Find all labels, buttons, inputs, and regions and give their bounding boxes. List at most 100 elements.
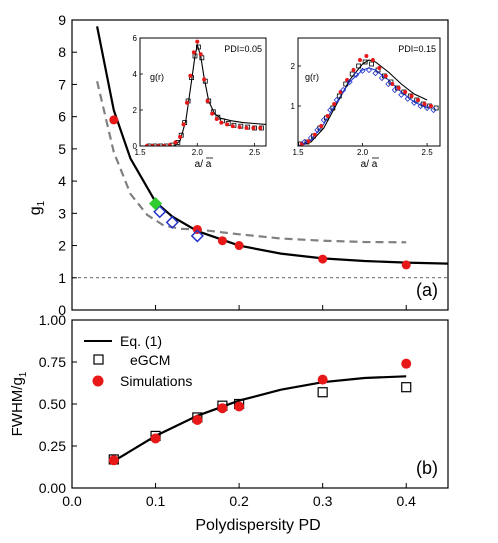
panel-a-ylabel: g1: [27, 200, 47, 215]
legend-label-eq1: Eq. (1): [120, 333, 162, 349]
inset-circle-point: [319, 124, 324, 128]
panel-a-ytick-label: 5: [58, 141, 66, 157]
inset-diamond-point: [307, 134, 314, 142]
inset-circle-point: [370, 58, 375, 62]
inset-circle-point: [428, 104, 433, 108]
inset-square-point: [343, 81, 349, 87]
inset-circle-point: [390, 82, 395, 86]
inset-circle-point: [396, 86, 401, 90]
panel-b-ylabel: FWHM/g1: [9, 371, 29, 436]
panel-b-xlabel: Polydispersity PD: [195, 517, 320, 534]
inset-diamond-point: [424, 104, 431, 112]
inset-square-point: [196, 44, 201, 50]
panel-b-ytick-label: 0.25: [39, 438, 66, 454]
inset-xtick-label: 2.5: [422, 148, 434, 157]
inset-diamond-point: [314, 126, 321, 134]
inset-diamond-point: [365, 66, 373, 74]
inset-curve: [140, 43, 266, 146]
panel-b-sim-point: [217, 403, 228, 414]
inset-diamond-point: [385, 80, 392, 88]
inset-circle-point: [237, 125, 242, 130]
panel-b-sim-point: [192, 414, 203, 425]
inset-circle-point: [258, 126, 263, 130]
inset-circle-point: [251, 126, 256, 130]
panel-b-xtick-label: 0.0: [62, 493, 82, 509]
inset-square-point: [152, 143, 158, 146]
inset-circle-point: [403, 90, 408, 94]
panel-b-sim-point: [401, 358, 412, 369]
panel-a-green-point: [148, 197, 163, 211]
panel-a-ytick-label: 2: [58, 238, 66, 254]
inset-circle-point: [198, 52, 203, 57]
inset-ytick-label: 1: [291, 102, 296, 111]
inset-diamond-point: [372, 70, 379, 77]
inset-ytick-label: 6: [133, 34, 138, 43]
inset-circle-point: [205, 99, 210, 103]
inset-xtick-label: 2.0: [192, 148, 204, 157]
panel-a-sim-point: [401, 260, 411, 270]
inset-circle-point: [338, 90, 343, 94]
panel-b-egcm-point: [401, 382, 412, 393]
inset-left-frame: [139, 37, 267, 147]
inset-circle-point: [306, 139, 311, 144]
legend-label-egcm: eGCM: [130, 352, 170, 368]
panel-a: 0 1 2 3 4 5 6 7 8 9 g1 (a): [27, 12, 449, 318]
inset-circle-point: [191, 50, 196, 55]
inset-circle-point: [181, 122, 186, 127]
inset-diamond-point: [378, 74, 385, 82]
panel-a-ytick-label: 9: [58, 12, 66, 28]
inset-left-annotation: PDI=0.05: [224, 44, 262, 54]
legend-circle-symbol: [92, 375, 104, 387]
inset-circle-point: [167, 143, 172, 146]
panel-b: 0.00 0.25 0.50 0.75 1.00 0.0 0.1 0.2 0.3 0.4 FWHM…: [9, 312, 449, 534]
inset-square-point: [163, 143, 169, 146]
inset-diamond-point: [391, 86, 398, 94]
panel-b-ytick-label: 0.00: [39, 480, 66, 496]
panel-a-blue-point: [153, 205, 167, 219]
panel-b-sim-point: [108, 455, 119, 466]
panel-b-xtick-label: 0.3: [313, 493, 333, 509]
inset-circle-point: [178, 135, 183, 139]
inset-diamond-point: [398, 91, 405, 98]
panel-a-theory-curve: [96, 26, 448, 265]
inset-circle-point: [202, 77, 207, 82]
panel-b-sim-point: [234, 401, 245, 412]
panel-b-sim-point: [317, 374, 328, 385]
panel-b-egcm-point: [317, 387, 328, 398]
inset-right-ylabel: g(r): [305, 72, 319, 82]
inset-ytick-label: 4: [133, 70, 138, 79]
inset-square-point: [146, 143, 152, 146]
inset-right-annotation: PDI=0.15: [398, 44, 436, 54]
inset-circle-point: [173, 140, 178, 145]
inset-circle-point: [299, 142, 304, 146]
panel-a-blue-point: [190, 229, 204, 243]
inset-circle-point: [195, 39, 200, 44]
inset-circle-point: [377, 66, 382, 70]
panel-a-sim-point: [109, 115, 119, 125]
inset-diamond-point: [417, 102, 424, 110]
inset-diamond-point: [340, 86, 347, 94]
inset-square-point: [336, 93, 342, 99]
panel-a-ytick-label: 7: [58, 76, 66, 92]
panel-a-ytick-label: 4: [58, 173, 66, 189]
inset-circle-point: [312, 132, 317, 137]
inset-xtick-label: 1.5: [292, 148, 304, 157]
panel-a-label: (a): [416, 280, 438, 300]
panel-b-xtick-label: 0.4: [396, 493, 416, 509]
legend-label-simulations: Simulations: [120, 373, 192, 389]
inset-circle-point: [184, 100, 189, 105]
panel-b-label: (b): [416, 458, 438, 478]
panel-a-sim-point: [234, 241, 244, 251]
inset-left-ylabel: g(r): [150, 72, 164, 82]
inset-diamond-point: [411, 99, 418, 106]
panel-b-eq1-curve: [113, 375, 407, 463]
inset-circle-point: [219, 120, 224, 125]
inset-diamond-point: [333, 96, 340, 104]
inset-square-point: [356, 63, 362, 69]
inset-circle-point: [422, 102, 427, 106]
panel-a-dashed-curve: [96, 80, 407, 244]
inset-circle-point: [225, 122, 230, 127]
inset-diamond-point: [353, 71, 360, 78]
panel-b-xtick-label: 0.1: [146, 493, 166, 509]
inset-xtick-label: 1.5: [134, 148, 146, 157]
